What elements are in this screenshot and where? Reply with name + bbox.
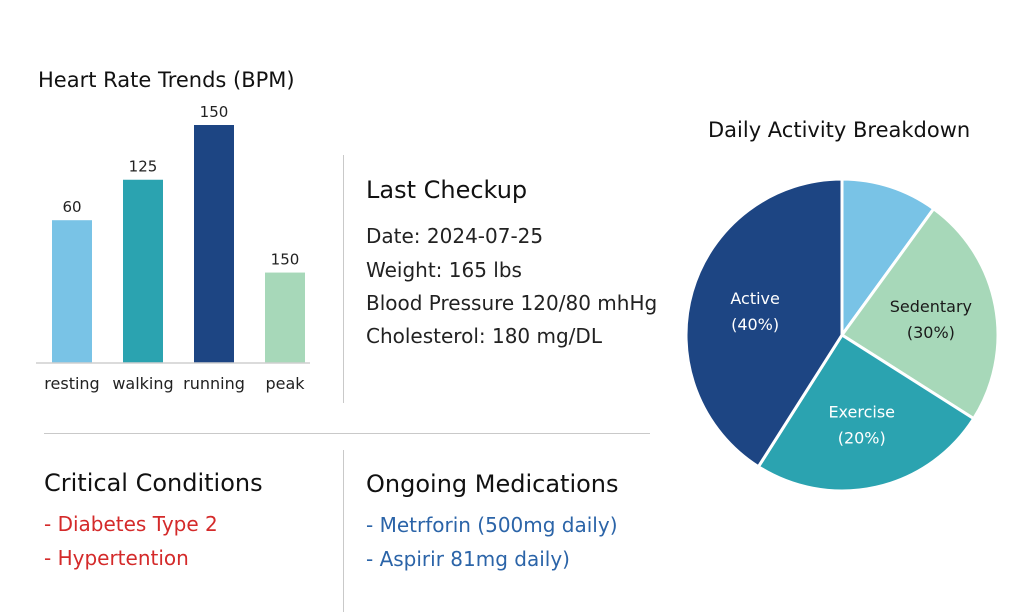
checkup-title: Last Checkup [366,176,528,204]
bar-category-label: resting [44,374,99,393]
pie-slice-percent: (40%) [731,315,779,334]
bar-value-label: 150 [271,251,300,269]
daily-activity-pie-chart: Sedentary (30%) Exercise (20%) Active (40%) [684,177,1000,493]
bar-category-label: walking [112,374,173,393]
heart-rate-bar-chart: 60 resting 125 walking 150 running 150 peak [36,103,310,393]
medication-item: - Aspirir 81mg daily) [366,547,570,571]
bar-resting [52,220,92,363]
pie-slice-unlabeled [840,177,936,337]
bar-value-label: 60 [62,198,81,216]
heart-chart-title: Heart Rate Trends (BPM) [38,68,295,92]
medications-title: Ongoing Medications [366,470,619,498]
pie-slice-exercise [756,333,976,493]
activity-chart-title: Daily Activity Breakdown [708,118,971,142]
divider-horizontal [44,433,650,434]
pie-slice-percent: (20%) [838,428,886,447]
checkup-cholesterol: Cholesterol: 180 mg/DL [366,324,602,348]
pie-slice-label: Exercise [828,402,895,421]
divider-vertical-top [343,155,344,403]
pie-slice-label: Active [730,289,780,308]
conditions-title: Critical Conditions [44,469,263,497]
bar-walking [123,179,163,363]
medication-item: - Metrforin (500mg daily) [366,513,618,537]
checkup-weight: Weight: 165 lbs [366,258,522,282]
bar-value-label: 125 [129,158,158,176]
bar-value-label: 150 [200,103,229,121]
bar-peak [265,272,305,363]
checkup-blood-pressure: Blood Pressure 120/80 mhHg [366,291,658,315]
pie-slice-percent: (30%) [907,323,955,342]
bar-running [194,125,234,363]
divider-vertical-bottom [343,450,344,612]
pie-slice-active [684,177,844,469]
pie-slice-label: Sedentary [890,297,972,316]
checkup-date: Date: 2024-07-25 [366,224,544,248]
condition-item: - Hypertention [44,546,189,570]
pie-slice-sedentary [840,207,1000,421]
bar-category-label: peak [265,374,305,393]
condition-item: - Diabetes Type 2 [44,512,218,536]
bar-category-label: running [183,374,245,393]
